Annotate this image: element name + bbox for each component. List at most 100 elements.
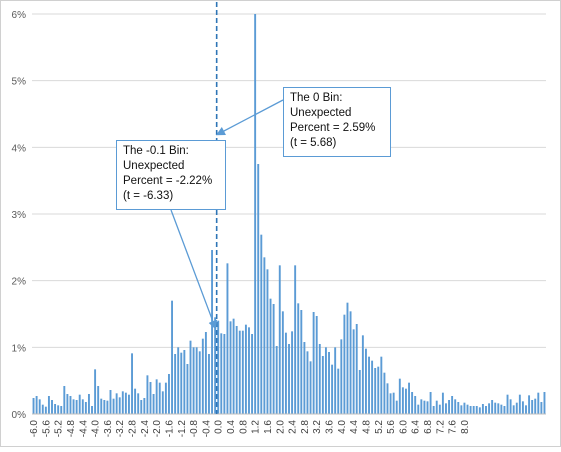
x-tick-label: 0.8 [238,420,249,434]
histogram-bar [69,396,72,414]
histogram-bar [420,399,423,414]
histogram-bar [337,368,340,414]
histogram-bar [435,400,438,414]
histogram-bar [164,382,167,414]
histogram-bar [521,401,524,414]
x-tick-label: 4.4 [349,420,360,434]
histogram-bar [497,403,500,414]
histogram-bar [134,388,137,414]
histogram-bar [143,398,146,414]
y-axis-tick-labels: 0% 1% 2% 3% 4% 5% 6% [12,10,27,421]
histogram-bar [361,335,364,414]
histogram-bar [269,298,272,414]
histogram-bar [303,342,306,414]
histogram-bar [124,392,127,414]
histogram-bar [392,392,395,414]
histogram-bar [41,404,44,414]
y-tick-label: 6% [12,10,27,21]
histogram-bar [364,348,367,414]
histogram-bar [281,311,284,414]
histogram-bar [106,400,109,414]
histogram-bar [383,372,386,414]
histogram-bar [346,302,349,414]
callout-line: (t = 5.68) [290,137,337,149]
x-tick-label: 6.8 [423,420,434,434]
histogram-bar [257,164,260,414]
histogram-bar [334,347,337,414]
x-tick-label: -3.2 [115,420,126,438]
histogram-bar [131,353,133,414]
callout-leader-lines [170,99,284,330]
histogram-bar [506,394,509,414]
histogram-bar [149,382,152,414]
x-tick-label: 3.6 [325,420,336,434]
histogram-bar [223,334,226,414]
x-tick-label: 0.0 [214,420,225,434]
histogram-bar [469,406,472,414]
histogram-bar [466,404,469,414]
histogram-bar [51,400,53,414]
histogram-bar [263,257,266,414]
x-tick-label: 4.8 [361,420,372,434]
callout-line: The -0.1 Bin: [123,145,189,157]
histogram-bar [195,347,198,414]
histogram-bar [57,405,60,414]
histogram-bar [161,391,164,414]
histogram-bar [448,400,450,414]
histogram-bar [177,347,180,414]
x-tick-label: -1.2 [177,420,188,438]
histogram-bar [478,407,481,414]
histogram-bar [63,386,66,414]
callout-line: The 0 Bin: [290,92,343,104]
histogram-bar [321,356,324,414]
x-tick-label: 2.8 [300,420,311,434]
x-tick-label: -0.4 [201,420,212,438]
histogram-bar [180,352,183,414]
histogram-bar [380,356,383,414]
x-tick-label: -5.2 [54,420,65,438]
histogram-bar [414,396,417,414]
histogram-bar [352,329,355,414]
histogram-bar [438,404,441,414]
histogram-bar [171,300,173,414]
histogram-bar [423,400,426,414]
histogram-bar [451,396,454,414]
histogram-bar [340,339,343,414]
histogram-bar [152,394,155,414]
histogram-bar [84,402,87,414]
histogram-bar [97,386,100,414]
histogram-bar [60,406,63,414]
callout-line: Unexpected [290,107,352,119]
histogram-bar [481,404,484,414]
histogram-bar [386,383,389,414]
callout-leader-line [170,209,218,330]
histogram-bar [537,392,540,414]
y-tick-label: 2% [12,277,27,288]
histogram-bar [309,361,312,414]
histogram-bar [408,382,410,414]
x-tick-label: 4.0 [337,420,348,434]
histogram-bar [491,400,494,414]
callout-line: Percent = -2.22% [123,175,213,187]
x-axis-tick-labels: -6.0 -5.6 -5.2 -4.8 -4.4 -4.0 -3.6 -3.2 -2.8 -2.4… [29,420,471,438]
histogram-bar [78,394,81,414]
histogram-bar [189,340,192,414]
histogram-bar [460,405,463,414]
histogram-bar [429,392,432,414]
histogram-bar [318,344,321,414]
histogram-bar [291,331,294,414]
histogram-bar [251,334,254,414]
histogram-bar [248,327,250,414]
histogram-bar [137,393,140,414]
x-tick-label: -5.6 [41,420,52,438]
histogram-bar [331,364,334,414]
histogram-bar [454,399,457,414]
x-tick-label: 2.0 [275,420,286,434]
histogram-bar [87,394,90,414]
histogram-bar [72,399,75,414]
histogram-bar [75,400,78,414]
y-tick-label: 1% [12,343,27,354]
histogram-bar [229,321,232,414]
histogram-bar [174,354,177,414]
histogram-bar [389,393,392,414]
